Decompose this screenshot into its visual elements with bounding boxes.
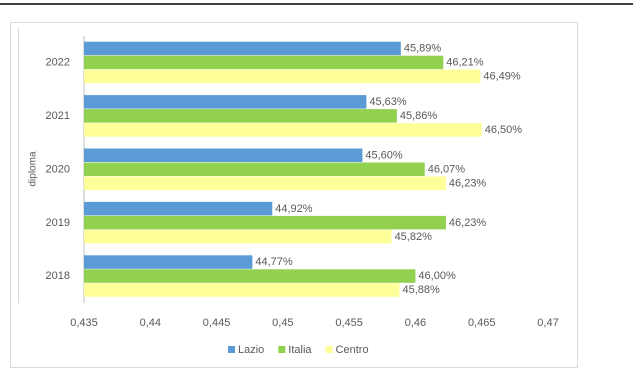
bar	[84, 255, 253, 269]
y-tick-label: 2022	[46, 57, 70, 69]
value-label: 45,82%	[395, 231, 433, 243]
legend-label: Centro	[336, 344, 369, 356]
value-label: 45,89%	[404, 43, 442, 55]
x-tick-label: 0,47	[537, 317, 558, 329]
legend-label: Italia	[288, 344, 312, 356]
y-tick-label: 2018	[46, 270, 70, 282]
bar	[84, 229, 392, 244]
value-label: 46,21%	[446, 57, 484, 69]
bar	[84, 148, 363, 162]
value-label: 46,50%	[485, 124, 523, 136]
bar	[84, 215, 446, 230]
legend-swatch	[325, 346, 333, 353]
value-label: 46,23%	[449, 217, 487, 229]
bar	[84, 41, 401, 56]
bar	[84, 109, 397, 123]
x-tick-label: 0,45	[272, 317, 293, 329]
value-label: 46,23%	[449, 177, 487, 189]
value-label: 44,92%	[275, 203, 313, 215]
legend-label: Lazio	[238, 344, 264, 356]
x-tick-label: 0,46	[405, 317, 426, 329]
y-tick-label: 2019	[46, 217, 70, 229]
x-tick-label: 0,465	[468, 317, 496, 329]
y-tick-label: 2021	[46, 110, 70, 122]
y-axis-label: diploma	[28, 151, 39, 186]
y-tick-label: 2020	[46, 163, 70, 175]
bar	[84, 69, 481, 84]
bar	[84, 95, 367, 109]
bar	[84, 283, 400, 297]
x-tick-label: 0,445	[203, 317, 231, 329]
x-tick-label: 0,44	[140, 317, 161, 329]
bar	[84, 176, 446, 190]
value-label: 44,77%	[255, 256, 293, 268]
bar	[84, 269, 416, 283]
value-label: 45,86%	[400, 110, 438, 122]
x-tick-label: 0,435	[70, 317, 98, 329]
value-label: 45,63%	[369, 96, 407, 108]
legend-swatch	[278, 346, 286, 353]
bar	[84, 123, 482, 137]
bar	[84, 55, 444, 70]
legend-swatch	[228, 346, 235, 353]
value-label: 46,07%	[428, 163, 466, 175]
value-label: 46,00%	[418, 270, 456, 282]
value-label: 46,49%	[483, 71, 521, 83]
bar	[84, 162, 425, 176]
value-label: 45,60%	[365, 149, 403, 161]
x-tick-label: 0,455	[335, 317, 363, 329]
bar	[84, 201, 273, 216]
value-label: 45,88%	[403, 284, 441, 296]
